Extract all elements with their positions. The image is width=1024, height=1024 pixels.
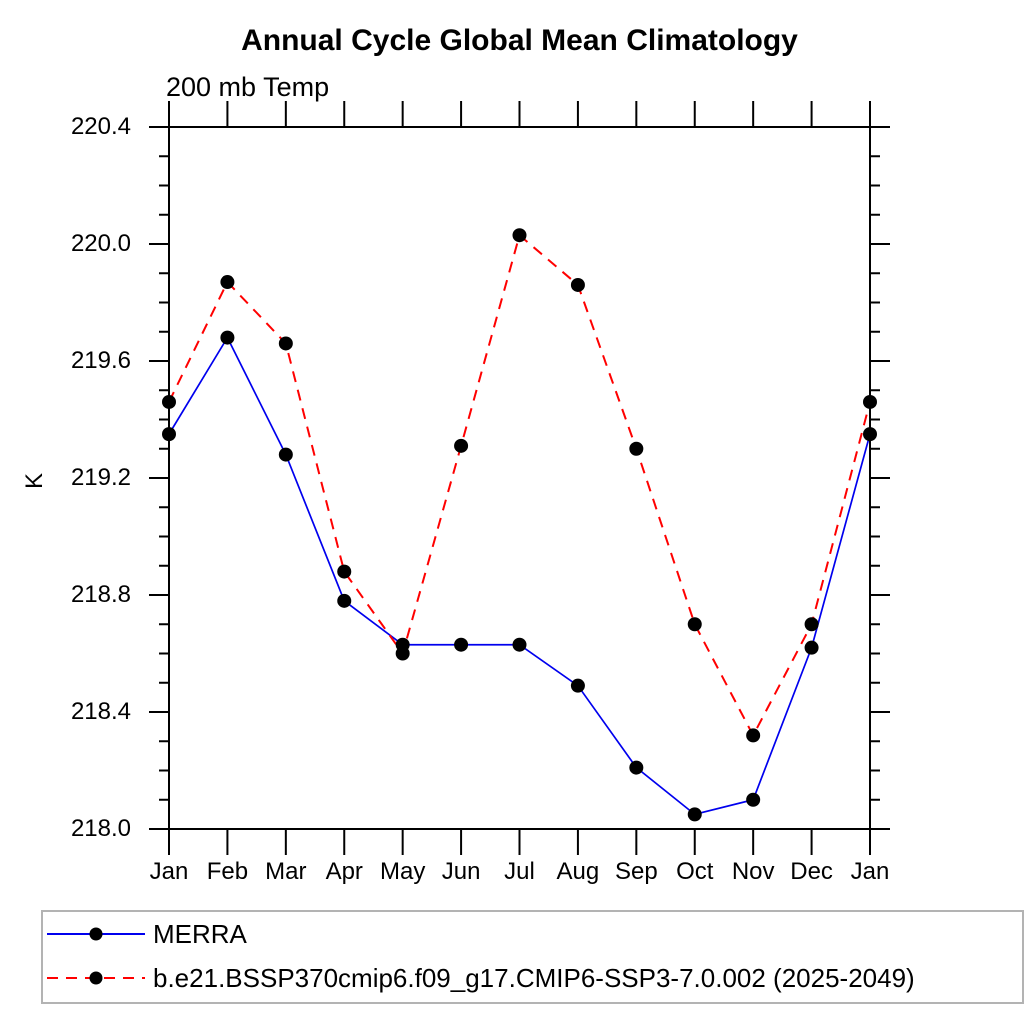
chart-subtitle: 200 mb Temp — [166, 72, 330, 102]
legend-merra-swatch — [47, 927, 145, 941]
merra-data-point-marker — [746, 792, 761, 807]
legend-row-model: b.e21.BSSP370cmip6.f09_g17.CMIP6-SSP3-7.… — [47, 964, 915, 992]
merra-data-point-marker — [570, 678, 585, 693]
legend-merra-label: MERRA — [153, 919, 247, 949]
y-tick-label: 219.2 — [70, 464, 131, 491]
series-merra-line — [168, 335, 871, 816]
merra-data-point-marker — [220, 330, 235, 345]
y-tick-label: 220.4 — [70, 113, 131, 140]
y-tick-label: 219.6 — [70, 347, 131, 374]
legend-model-marker-icon — [89, 971, 103, 985]
x-tick-label: Apr — [325, 858, 363, 885]
x-tick-label: Nov — [731, 858, 775, 885]
model-data-point-marker — [337, 564, 352, 579]
y-tick-label: 218.8 — [70, 581, 131, 608]
series-model-line — [168, 233, 871, 738]
x-tick-label: Aug — [556, 858, 600, 885]
x-tick-label: Oct — [676, 858, 714, 885]
model-data-point-marker — [863, 394, 877, 409]
model-data-point-marker — [395, 646, 410, 661]
x-tick-label: Dec — [790, 858, 833, 885]
merra-data-point-marker — [863, 427, 877, 442]
chart-title: Annual Cycle Global Mean Climatology — [241, 24, 798, 57]
x-tick-label: Jun — [441, 858, 481, 885]
y-tick-label: 218.0 — [70, 815, 131, 842]
model-data-point-marker — [162, 394, 176, 409]
x-tick-label: Jan — [149, 858, 189, 885]
x-tick-label: Jan — [850, 858, 890, 885]
model-data-point-marker — [278, 336, 293, 351]
x-tick-label: Jul — [504, 858, 535, 885]
merra-data-point-marker — [687, 807, 702, 822]
model-data-point-marker — [570, 277, 585, 292]
model-data-point-marker — [454, 438, 469, 453]
legend-row-merra: MERRA — [47, 920, 247, 948]
merra-data-point-marker — [162, 427, 176, 442]
x-tick-label: May — [379, 858, 426, 885]
legend-merra-marker-icon — [89, 927, 103, 941]
model-data-point-marker — [220, 275, 235, 290]
model-data-point-marker — [804, 617, 819, 632]
y-tick-label: 220.0 — [70, 230, 131, 257]
x-tick-label: Sep — [614, 858, 658, 885]
model-data-point-marker — [512, 228, 527, 243]
model-data-point-marker — [746, 728, 761, 743]
merra-data-point-marker — [337, 593, 352, 608]
y-tick-label: 218.4 — [70, 698, 131, 725]
merra-data-point-marker — [629, 760, 644, 775]
model-data-point-marker — [629, 441, 644, 456]
x-tick-label: Feb — [206, 858, 249, 885]
merra-data-point-marker — [278, 447, 293, 462]
merra-data-point-marker — [804, 640, 819, 655]
merra-data-point-marker — [512, 637, 527, 652]
x-tick-label: Mar — [265, 858, 307, 885]
model-data-point-marker — [687, 617, 702, 632]
merra-data-point-marker — [454, 637, 469, 652]
legend-model-swatch — [47, 971, 145, 985]
legend: MERRA b.e21.BSSP370cmip6.f09_g17.CMIP6-S… — [41, 910, 1024, 1004]
legend-model-label: b.e21.BSSP370cmip6.f09_g17.CMIP6-SSP3-7.… — [153, 963, 915, 993]
